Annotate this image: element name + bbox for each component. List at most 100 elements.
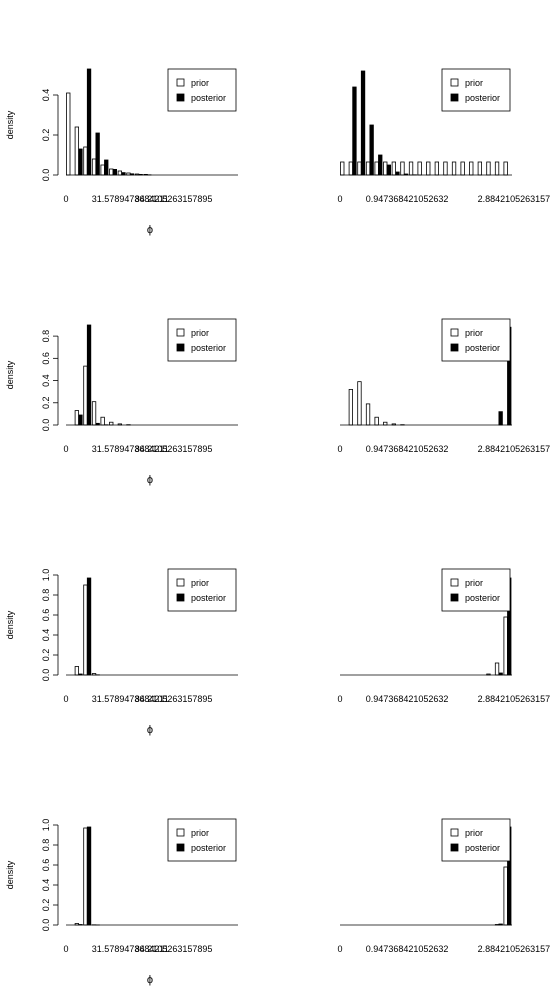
legend-swatch-prior	[176, 328, 185, 337]
bar-prior	[426, 161, 431, 176]
x-tick-label: 2.88421052631579	[478, 444, 550, 454]
legend-swatch-posterior	[176, 343, 185, 352]
bar-prior	[417, 161, 422, 176]
chart-panel-row3-right: 0 0.947368421052632 2.88421052631579 prior p…	[337, 568, 550, 704]
bar-prior	[503, 161, 508, 176]
y-tick-label: 0.8	[41, 839, 51, 852]
y-tick-label: 0.0	[41, 419, 51, 432]
legend-swatch-posterior	[176, 93, 185, 102]
bar-prior	[408, 161, 414, 176]
legend-label-posterior: posterior	[465, 843, 500, 853]
x-axis-label: ϕ	[147, 974, 153, 986]
x-tick-label: 2.88421052631579	[478, 694, 550, 704]
legend-label-posterior: posterior	[465, 93, 500, 103]
x-tick-label: 0	[63, 194, 68, 204]
legend-label-posterior: posterior	[191, 843, 226, 853]
y-tick-label: 0.4	[41, 374, 51, 387]
y-tick-label: 0.6	[41, 609, 51, 622]
legend-swatch-posterior	[176, 843, 185, 852]
x-tick-label: 0	[63, 694, 68, 704]
bar-prior	[83, 827, 88, 926]
bar-prior	[494, 161, 500, 176]
y-tick-label: 0.2	[41, 899, 51, 912]
legend-label-posterior: posterior	[465, 343, 500, 353]
legend-label-prior: prior	[191, 78, 209, 88]
y-tick-label: 0.4	[41, 89, 51, 102]
x-tick-label: 0.947368421052632	[366, 944, 449, 954]
legend-label-prior: prior	[465, 328, 483, 338]
y-tick-label: 0.0	[41, 919, 51, 932]
bar-posterior	[386, 164, 392, 176]
bar-posterior	[112, 168, 117, 176]
bar-posterior	[352, 86, 357, 176]
legend-swatch-posterior	[450, 843, 459, 852]
x-axis-label: ϕ	[147, 224, 153, 236]
legend-swatch-posterior	[450, 343, 459, 352]
bar-prior	[348, 161, 354, 176]
bar-prior	[451, 161, 457, 176]
legend-label-posterior: posterior	[465, 593, 500, 603]
bar-prior	[443, 161, 448, 176]
legend-label-prior: prior	[191, 328, 209, 338]
x-tick-label: 0.947368421052632	[366, 194, 449, 204]
bar-prior	[400, 161, 405, 176]
x-tick-label: 2.88421052631579	[478, 194, 550, 204]
legend-swatch-prior	[176, 578, 185, 587]
bar-posterior	[86, 577, 92, 676]
legend-swatch-prior	[450, 328, 459, 337]
x-tick-label: 0	[337, 444, 342, 454]
bar-posterior	[86, 826, 92, 926]
y-tick-label: 1.0	[41, 819, 51, 832]
y-tick-label: 0.0	[41, 669, 51, 682]
x-tick-label: 31.5789473684211	[92, 444, 169, 454]
x-tick-label: 31.5789473684211	[92, 944, 169, 954]
legend-swatch-posterior	[450, 593, 459, 602]
x-tick-label: 0	[63, 444, 68, 454]
x-tick-label: 84.2105263157895	[135, 194, 213, 204]
bar-prior	[74, 666, 79, 676]
y-tick-label: 0.2	[41, 649, 51, 662]
bar-prior	[383, 161, 388, 176]
legend-label-prior: prior	[465, 78, 483, 88]
y-axis-label: density	[5, 110, 15, 139]
x-tick-label: 0	[337, 944, 342, 954]
bar-prior	[357, 161, 362, 176]
y-tick-label: 0.2	[41, 129, 51, 142]
chart-panel-row2-right: 0 0.947368421052632 2.88421052631579 prior p…	[337, 318, 550, 454]
bar-prior	[91, 401, 97, 426]
x-tick-label: 84.2105263157895	[135, 694, 213, 704]
x-axis-label: ϕ	[147, 724, 153, 736]
y-tick-label: 0.4	[41, 879, 51, 892]
y-tick-label: 0.6	[41, 352, 51, 365]
legend-box	[441, 818, 511, 862]
legend-label-posterior: posterior	[191, 343, 226, 353]
y-axis-label: density	[5, 360, 15, 389]
bar-prior	[83, 146, 88, 176]
legend-swatch-posterior	[176, 593, 185, 602]
legend-box	[167, 818, 237, 862]
bar-prior	[340, 161, 345, 176]
legend-label-prior: prior	[465, 578, 483, 588]
bar-prior	[494, 662, 500, 676]
bar-prior	[383, 421, 388, 426]
x-tick-label: 31.5789473684211	[92, 194, 169, 204]
bar-prior	[365, 403, 371, 426]
bar-posterior	[78, 414, 83, 426]
legend-box	[441, 68, 511, 112]
legend-swatch-prior	[176, 828, 185, 837]
bar-prior	[503, 616, 508, 676]
bar-prior	[83, 584, 88, 676]
legend-label-posterior: posterior	[191, 93, 226, 103]
bar-posterior	[369, 124, 374, 176]
bar-prior	[91, 158, 97, 176]
y-axis-label: density	[5, 860, 15, 889]
bar-prior	[503, 866, 508, 926]
bar-posterior	[360, 70, 366, 176]
bar-posterior	[86, 68, 92, 176]
bar-prior	[469, 161, 474, 176]
y-tick-label: 0.8	[41, 589, 51, 602]
bar-posterior	[86, 324, 92, 426]
bar-prior	[348, 389, 354, 426]
x-tick-label: 0	[63, 944, 68, 954]
